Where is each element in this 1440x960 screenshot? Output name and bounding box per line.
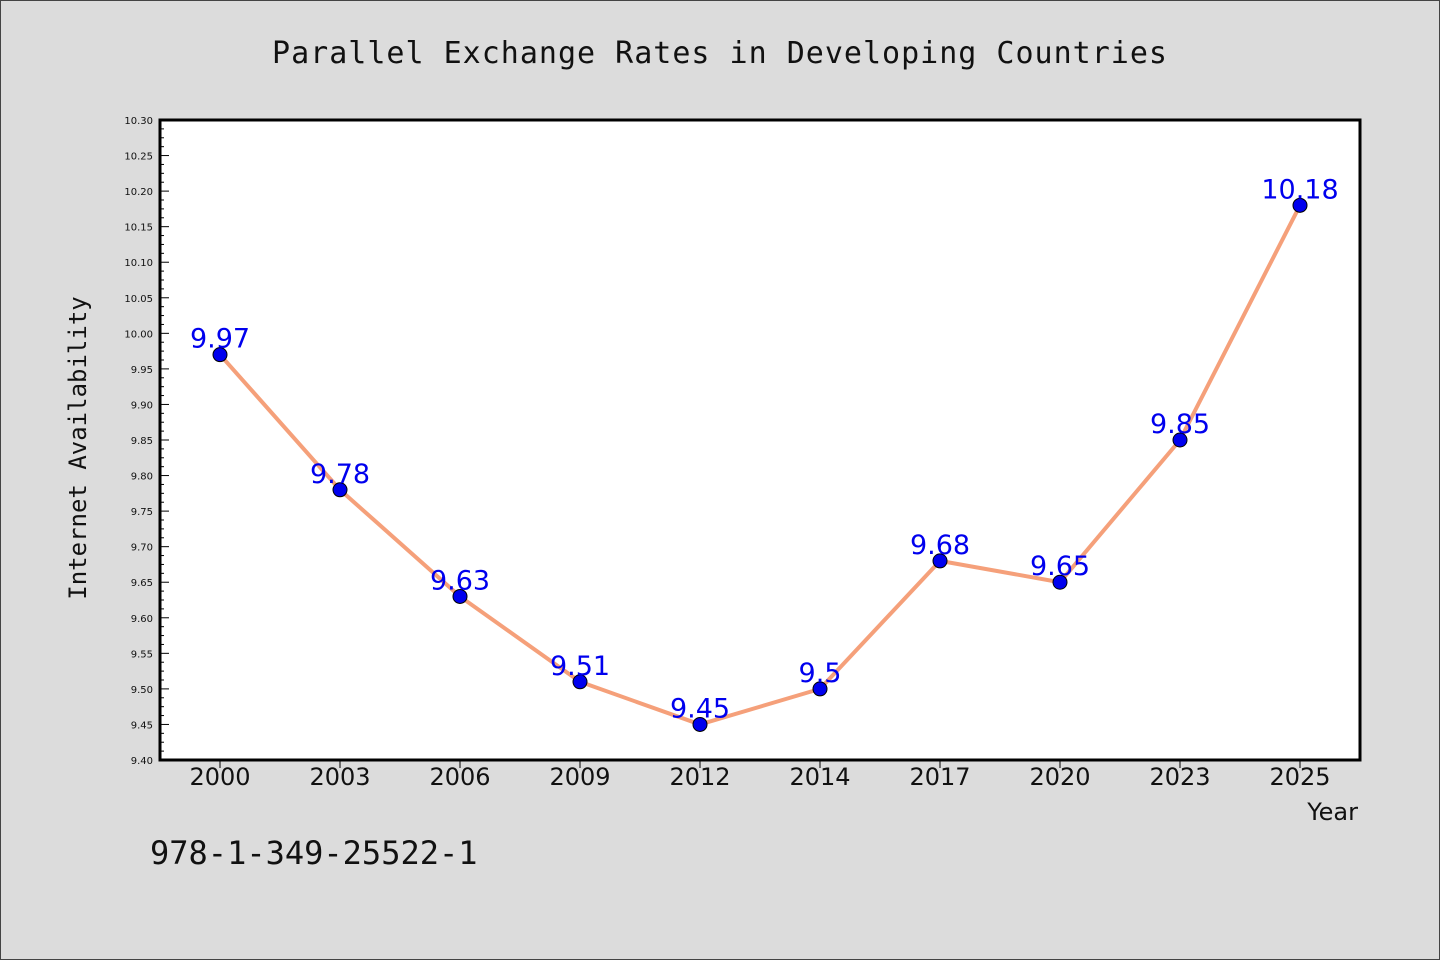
data-point	[1292, 197, 1308, 213]
data-point	[572, 674, 588, 690]
data-label: 9.51	[550, 651, 610, 682]
data-point	[212, 347, 228, 363]
y-tick-label: 10.30	[124, 116, 153, 127]
x-axis-ticks: 2000 2003 2006 2009 2012 2014 2017 2020 2023 2025	[189, 760, 1331, 791]
y-tick-label: 9.60	[131, 614, 153, 625]
data-label: 9.5	[799, 658, 842, 689]
data-label: 9.68	[910, 530, 970, 561]
data-point	[332, 482, 348, 498]
data-point	[1052, 574, 1068, 590]
data-point	[452, 588, 468, 604]
data-label: 10.18	[1261, 174, 1338, 205]
y-tick-label: 9.90	[131, 400, 153, 411]
y-tick-label: 10.00	[124, 329, 153, 340]
y-tick-label: 10.20	[124, 187, 153, 198]
x-tick-label: 2003	[309, 763, 370, 791]
x-tick-label: 2006	[429, 763, 490, 791]
data-label: 9.85	[1150, 409, 1210, 440]
x-tick-label: 2023	[1149, 763, 1210, 791]
y-tick-label: 10.05	[124, 294, 153, 305]
y-tick-label: 10.15	[124, 223, 153, 234]
y-tick-label: 10.25	[124, 152, 153, 163]
x-tick-label: 2017	[909, 763, 970, 791]
y-axis-label: Internet Availability	[64, 296, 92, 599]
x-tick-label: 2025	[1269, 763, 1330, 791]
data-label: 9.45	[670, 693, 730, 724]
y-tick-label: 9.55	[131, 649, 153, 660]
y-tick-label: 9.40	[131, 756, 153, 767]
x-axis-label: Year	[1306, 798, 1358, 826]
y-tick-label: 9.50	[131, 685, 153, 696]
y-tick-label: 9.95	[131, 365, 153, 376]
series-line	[218, 203, 1302, 727]
y-tick-label: 9.80	[131, 472, 153, 483]
isbn-annotation: 978-1-349-25522-1	[150, 834, 478, 872]
x-tick-label: 2020	[1029, 763, 1090, 791]
data-point	[692, 716, 708, 732]
x-tick-label: 2009	[549, 763, 610, 791]
data-label: 9.97	[190, 324, 250, 355]
data-point	[932, 553, 948, 569]
plot-frame	[158, 118, 1362, 762]
y-axis-ticks: 9.40 9.45 9.50 9.55 9.60 9.65 9.70 9.75 9.80 9.85…	[124, 116, 169, 767]
series-group: 9.97 9.78 9.63 9.51 9.45 9.5 9.68 9.65 9.85 10.18	[190, 174, 1339, 732]
y-tick-label: 9.75	[131, 507, 153, 518]
data-label: 9.78	[310, 459, 370, 490]
y-tick-label: 9.85	[131, 436, 153, 447]
x-tick-label: 2014	[789, 763, 850, 791]
x-tick-label: 2012	[669, 763, 730, 791]
plot-area	[160, 120, 1360, 760]
y-tick-label: 9.70	[131, 543, 153, 554]
y-tick-label: 9.65	[131, 578, 153, 589]
y-tick-label: 10.10	[124, 258, 153, 269]
data-label: 9.65	[1030, 551, 1090, 582]
y-tick-label: 9.45	[131, 720, 153, 731]
data-point	[812, 681, 828, 697]
chart-title: Parallel Exchange Rates in Developing Co…	[272, 36, 1168, 71]
data-label: 9.63	[430, 565, 490, 596]
x-tick-label: 2000	[189, 763, 250, 791]
data-point	[1172, 432, 1188, 448]
